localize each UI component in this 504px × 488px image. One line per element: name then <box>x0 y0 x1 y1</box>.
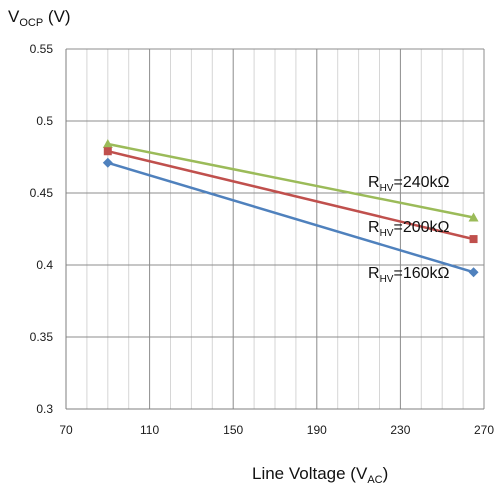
series-label-160k: RHV=160kΩ <box>368 265 450 285</box>
x-tick-label: 230 <box>390 423 410 437</box>
x-tick-label: 110 <box>140 423 159 437</box>
x-axis-title-sub: AC <box>367 474 382 486</box>
data-point <box>102 157 113 168</box>
x-tick-label: 270 <box>474 423 494 437</box>
x-axis-title-end: ) <box>383 464 389 483</box>
series-line-2 <box>107 161 474 274</box>
data-point <box>103 147 112 156</box>
x-axis-title: Line Voltage (VAC) <box>252 464 388 486</box>
data-point <box>469 235 478 244</box>
series-label-240k: RHV=240kΩ <box>368 174 450 194</box>
x-tick-labels: 70 110 150 190 230 270 <box>59 423 494 437</box>
y-axis-title-main: V <box>8 7 20 26</box>
data-point <box>468 212 479 222</box>
y-tick-label: 0.5 <box>36 114 53 128</box>
y-tick-label: 0.45 <box>30 186 54 200</box>
y-axis-title: VOCP (V) <box>8 7 71 29</box>
y-tick-labels: 0.3 0.35 0.4 0.45 0.5 0.55 <box>30 42 54 416</box>
series-group <box>102 139 479 278</box>
data-point <box>102 139 113 149</box>
data-point <box>468 267 479 278</box>
y-tick-label: 0.35 <box>30 330 54 344</box>
series-line-0 <box>107 142 474 219</box>
y-axis-title-sub: OCP <box>19 17 43 29</box>
x-tick-label: 70 <box>59 423 73 437</box>
x-axis-title-main: Line Voltage (V <box>252 464 368 483</box>
y-tick-label: 0.3 <box>36 402 53 416</box>
series-label-200k: RHV=200kΩ <box>368 219 450 239</box>
x-tick-label: 150 <box>223 423 243 437</box>
x-tick-label: 190 <box>307 423 327 437</box>
y-tick-label: 0.55 <box>30 42 54 56</box>
y-tick-label: 0.4 <box>36 258 53 272</box>
series-line-1 <box>107 149 474 241</box>
y-axis-title-unit: (V) <box>43 7 70 26</box>
